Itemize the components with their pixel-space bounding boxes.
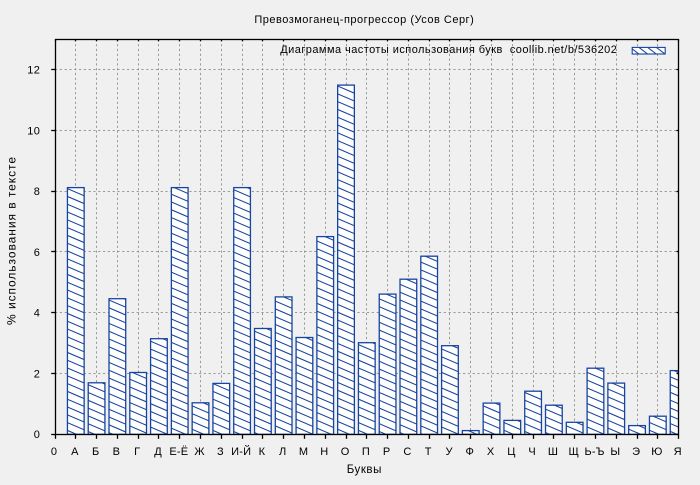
svg-text:Ч: Ч xyxy=(528,446,536,458)
svg-text:Диаграмма частоты использовани: Диаграмма частоты использования букв coo… xyxy=(280,44,617,56)
svg-text:Д: Д xyxy=(154,446,162,458)
svg-text:Ц: Ц xyxy=(507,446,515,458)
svg-text:Г: Г xyxy=(134,446,140,458)
svg-text:М: М xyxy=(299,446,308,458)
svg-text:З: З xyxy=(217,446,224,458)
svg-text:П: П xyxy=(362,446,370,458)
svg-text:8: 8 xyxy=(34,186,41,198)
svg-text:% использования в тексте: % использования в тексте xyxy=(4,156,18,325)
svg-text:4: 4 xyxy=(34,308,41,320)
svg-text:Ф: Ф xyxy=(466,446,475,458)
svg-text:К: К xyxy=(259,446,266,458)
svg-text:Б: Б xyxy=(92,446,99,458)
svg-text:А: А xyxy=(71,446,79,458)
svg-text:Буквы: Буквы xyxy=(347,464,382,476)
svg-text:С: С xyxy=(403,446,411,458)
svg-text:Ы: Ы xyxy=(610,446,620,458)
svg-text:0: 0 xyxy=(34,429,41,441)
svg-text:Я: Я xyxy=(674,446,682,458)
svg-text:6: 6 xyxy=(34,247,41,259)
svg-text:Н: Н xyxy=(320,446,328,458)
svg-text:И-Й: И-Й xyxy=(231,445,251,458)
svg-text:Х: Х xyxy=(487,446,495,458)
svg-text:Ж: Ж xyxy=(194,446,204,458)
svg-text:Ш: Ш xyxy=(548,446,558,458)
svg-text:2: 2 xyxy=(34,368,41,380)
svg-text:10: 10 xyxy=(27,125,40,137)
svg-text:Ю: Ю xyxy=(651,446,662,458)
svg-text:Т: Т xyxy=(425,446,432,458)
svg-text:0: 0 xyxy=(51,446,57,458)
svg-text:Р: Р xyxy=(383,446,391,458)
svg-text:Л: Л xyxy=(279,446,286,458)
svg-text:Э: Э xyxy=(632,446,640,458)
svg-text:О: О xyxy=(341,446,350,458)
svg-text:Ь-Ъ: Ь-Ъ xyxy=(584,446,604,458)
svg-text:Превозмоганец-прогрессор (Усов: Превозмоганец-прогрессор (Усов Серг) xyxy=(254,14,474,26)
svg-text:У: У xyxy=(445,446,453,458)
svg-text:Щ: Щ xyxy=(569,446,580,458)
svg-text:В: В xyxy=(113,446,121,458)
svg-text:Е-Ё: Е-Ё xyxy=(169,446,188,458)
svg-text:12: 12 xyxy=(27,64,40,76)
